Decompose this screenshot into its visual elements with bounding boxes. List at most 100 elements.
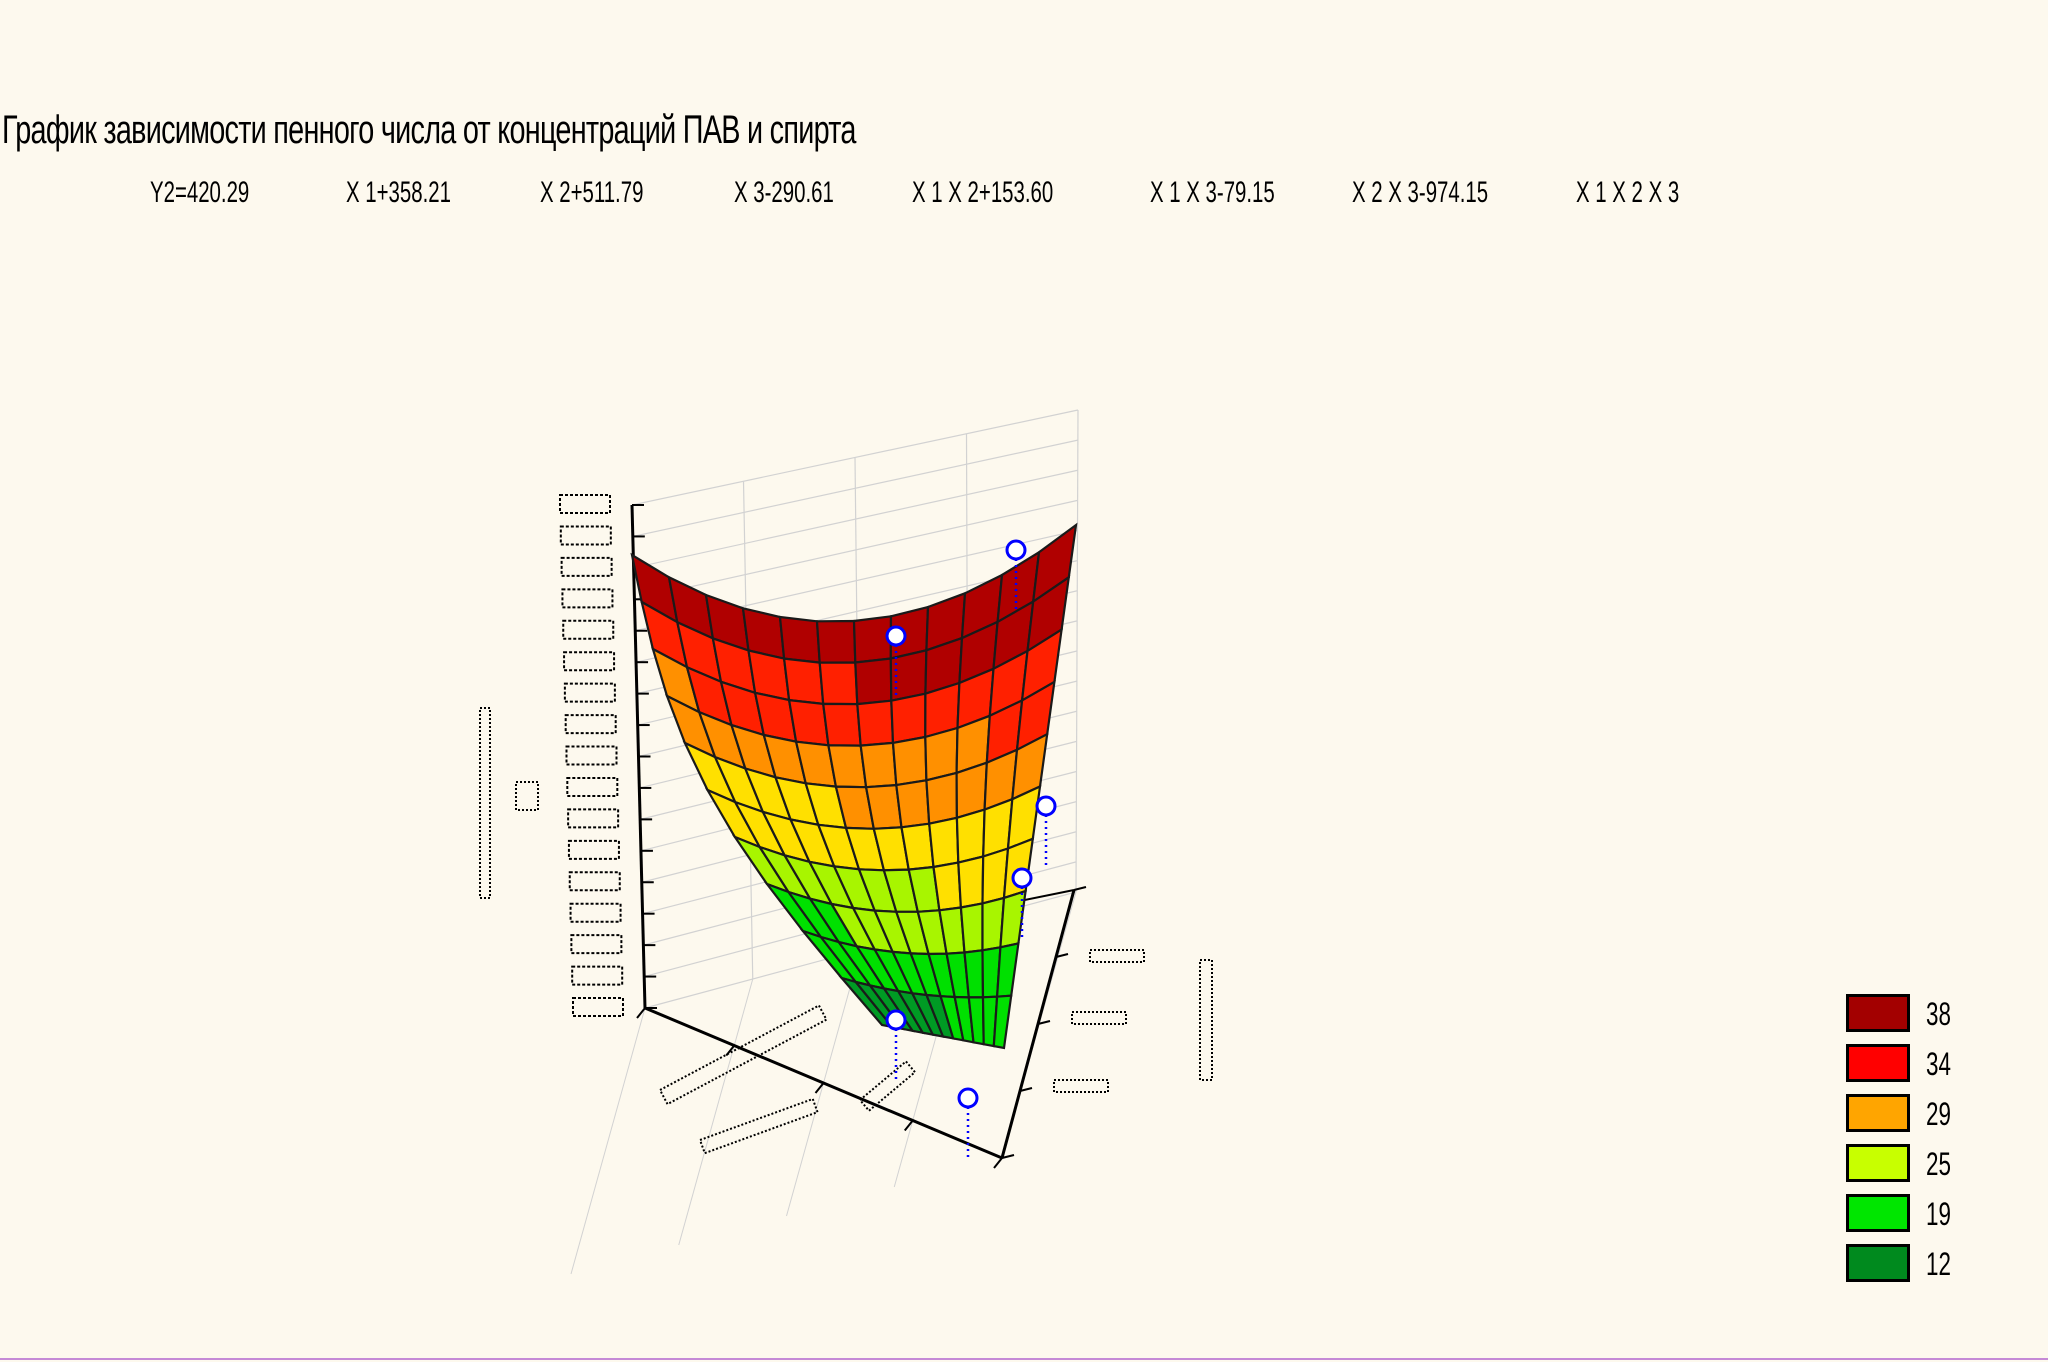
x-tick [993,1157,1003,1169]
z-axis-title [515,781,539,811]
y-axis-title [1199,959,1213,1081]
bottom-border [0,1358,2048,1360]
equation-term: X 1 X 2+153.60 [912,176,1054,209]
surface-patch [859,741,898,789]
surface-patch [782,657,825,706]
x-tick [636,1007,646,1019]
surface-patch [890,692,927,745]
z-tick-label [562,619,615,640]
z-tick-label [559,525,612,546]
legend-item: 19 [1846,1194,2048,1238]
equation-term: Y2=420.29 [150,176,250,209]
z-tick-label [563,682,616,703]
x-axis-title [858,1060,917,1113]
y-axis-title [1071,1011,1127,1025]
y-axis-title [1089,949,1145,963]
grid-line [678,978,754,1246]
surface-patch [891,735,928,787]
y-axis-title [1053,1079,1109,1093]
z-tick-label [566,776,619,797]
legend-label: 25 [1926,1146,1951,1182]
surface-patch [932,861,963,912]
legend-label: 19 [1926,1196,1951,1232]
equation-term: X 1+358.21 [346,176,451,209]
z-tick-label [571,965,624,986]
legend-item: 29 [1846,1094,2048,1138]
legend-item: 38 [1846,994,2048,1038]
x-tick [903,1119,914,1132]
legend-label: 34 [1926,1046,1951,1082]
surface-patch [895,779,931,829]
chart-title: График зависимости пенного числа от конц… [2,108,856,152]
z-tick-label [559,494,611,514]
grid-line [570,1007,646,1275]
equation-term: X 1 X 2 X 3 [1576,176,1680,209]
observed-point [1005,539,1027,561]
y-axis-line [1000,889,1076,1159]
surface-patch [963,949,985,999]
x-axis-title [698,1097,819,1155]
surface-patch [778,615,821,664]
legend-swatch [1846,1144,1910,1182]
equation-term: X 2+511.79 [540,176,644,209]
surface-patch [852,615,893,664]
y-tick [1001,1154,1015,1159]
legend-swatch [1846,1244,1910,1282]
surface-patch [924,726,959,782]
response-surface [630,522,1078,1050]
legend-item: 34 [1846,1044,2048,1088]
z-tick-label [565,745,618,766]
surface-patch [856,699,895,747]
legend-label: 12 [1926,1246,1951,1282]
surface-patch [957,855,985,909]
surface-patch [955,808,986,864]
z-tick-label [567,839,620,860]
observed-points [885,539,1057,1158]
observed-point [957,1087,979,1109]
surface-patch [854,657,893,706]
z-tick-label [563,651,616,672]
y-tick [1037,1020,1051,1025]
x-axis-title [658,1004,828,1106]
z-tick-label [567,808,620,829]
z-tick-label [561,588,614,609]
y-tick [1055,953,1069,958]
z-axis-title [479,707,491,899]
surface-patch [992,994,1013,1050]
legend-label: 38 [1926,996,1951,1032]
surface-patch [928,816,960,869]
grid-line [1075,409,1079,893]
legend-label: 29 [1926,1096,1951,1132]
surface-patch [821,702,862,747]
legend-swatch [1846,1044,1910,1082]
z-tick-label [570,934,623,955]
observed-point [1035,795,1057,817]
equation-term: X 3-290.61 [734,176,834,209]
observed-point [885,625,907,647]
legend-swatch [1846,1194,1910,1232]
y-tick [1073,886,1087,891]
z-tick-label [560,556,613,577]
legend-swatch [1846,994,1910,1032]
y-tick [1019,1087,1033,1092]
z-tick-label [572,997,624,1017]
z-tick-label [564,714,617,735]
observed-point [885,1009,907,1031]
axes [479,494,1213,1169]
z-tick-label [568,871,621,892]
equation-term: X 1 X 3-79.15 [1150,176,1275,209]
surface-patch [815,619,857,664]
surface-patch [995,941,1020,998]
equation-term: X 2 X 3-974.15 [1352,176,1489,209]
x-tick [814,1082,825,1094]
legend-item: 25 [1846,1144,2048,1188]
legend-item: 12 [1846,1244,2048,1288]
observed-point [1011,867,1033,889]
z-tick-label [569,902,622,923]
surface-patch [959,902,984,954]
surface-patch [925,771,959,826]
legend-swatch [1846,1094,1910,1132]
surface-patch [818,661,859,706]
